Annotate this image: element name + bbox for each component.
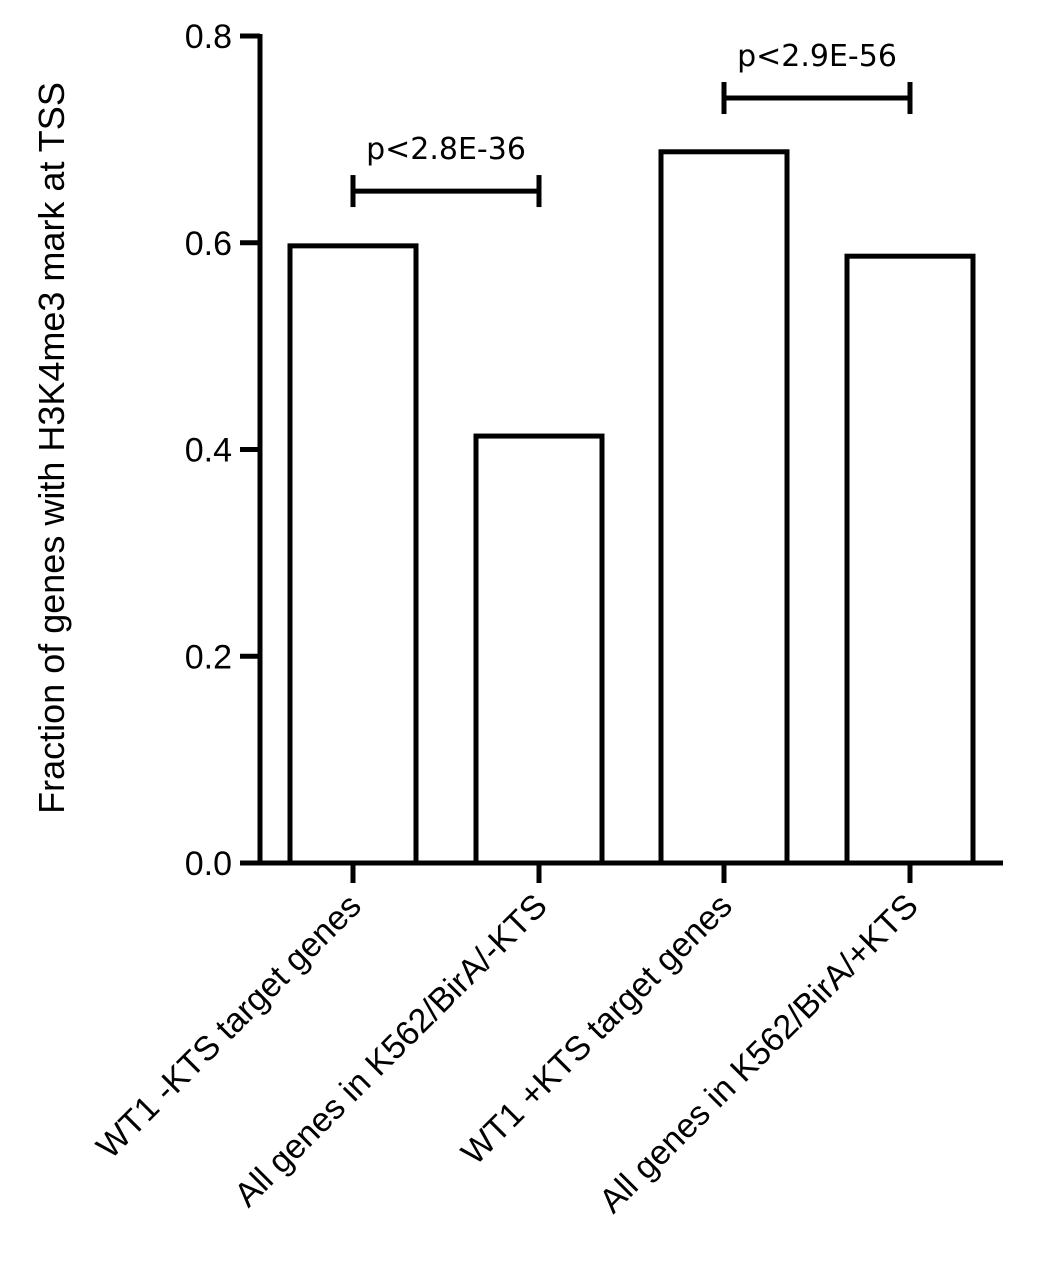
bar-4 <box>844 253 976 866</box>
y-tick-label-2: 0.4 <box>185 432 232 470</box>
p-value-label-2: p<2.9E-56 <box>737 39 897 74</box>
y-axis-label: Fraction of genes with H3K4me3 mark at T… <box>31 82 72 814</box>
y-tick-label-4: 0.8 <box>185 18 232 56</box>
bars <box>287 149 976 866</box>
x-category-label-4: All genes in K562/BirA/+KTS <box>592 887 926 1221</box>
x-category-label-2: All genes in K562/BirA/-KTS <box>227 887 555 1215</box>
y-tick-label-3: 0.6 <box>185 225 232 263</box>
bar-3 <box>658 149 790 866</box>
significance-annotations: p<2.8E-36 p<2.9E-56 <box>350 39 913 208</box>
bar-2 <box>473 433 605 866</box>
y-tick-label-1: 0.2 <box>185 638 232 676</box>
y-tick-label-0: 0.0 <box>185 845 232 883</box>
p-value-label-1: p<2.8E-36 <box>366 132 526 167</box>
bar-1 <box>287 243 419 866</box>
